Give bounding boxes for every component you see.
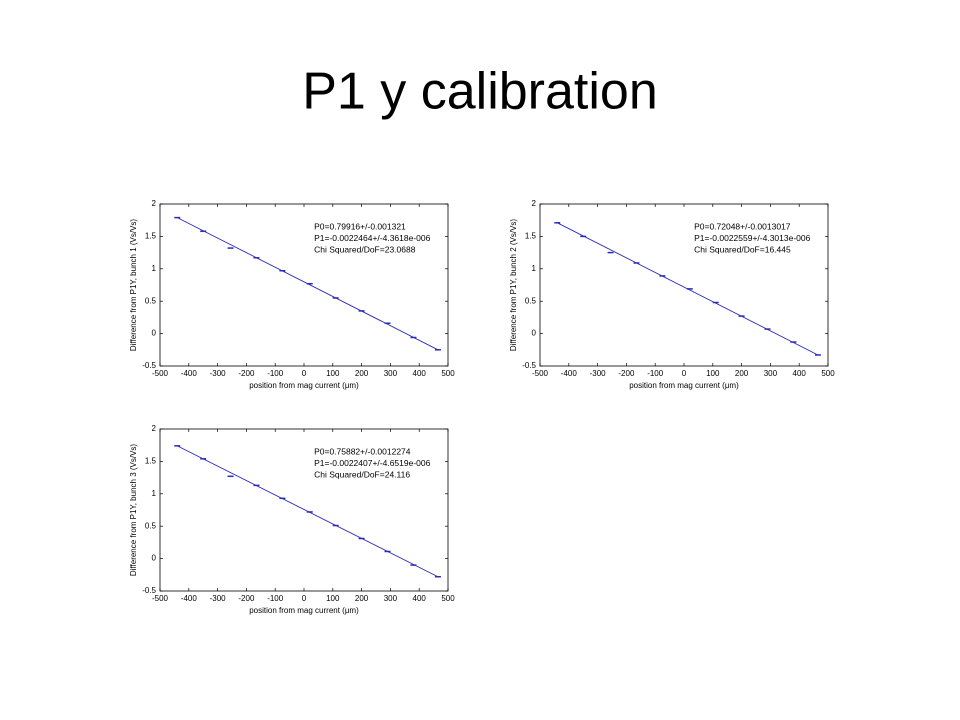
x-tick-label: 300: [384, 594, 398, 603]
x-tick-label: -100: [267, 594, 284, 603]
slide-title: P1 y calibration: [302, 63, 658, 121]
x-tick-label: 400: [413, 369, 427, 378]
x-tick-label: 500: [441, 594, 455, 603]
x-tick-label: 100: [706, 369, 720, 378]
x-tick-label: 0: [682, 369, 687, 378]
y-tick-label: 2: [152, 424, 157, 433]
y-tick-label: 1: [532, 264, 537, 273]
x-tick-label: -100: [647, 369, 664, 378]
x-tick-label: -100: [267, 369, 284, 378]
x-tick-label: -200: [618, 369, 635, 378]
x-tick-label: -400: [181, 594, 198, 603]
x-tick-label: 200: [355, 369, 369, 378]
fit-annotation: Chi Squared/DoF=16.445: [694, 244, 791, 254]
chart: -500 -400 -300 -200 -100 0 100 200 300 400 500 -0.5…: [129, 199, 455, 390]
x-tick-label: -300: [590, 369, 607, 378]
x-tick-label: 300: [764, 369, 778, 378]
fit-annotation: P1=-0.0022559+/-4.3013e-006: [694, 233, 811, 243]
plot-frame: [159, 203, 449, 367]
chart: -500 -400 -300 -200 -100 0 100 200 300 400 500 -0.5…: [509, 199, 835, 390]
x-tick-label: 200: [735, 369, 749, 378]
x-tick-label: -500: [152, 369, 169, 378]
x-axis-label: position from mag current (μm): [249, 381, 359, 390]
x-tick-label: 500: [441, 369, 455, 378]
y-tick-label: -0.5: [142, 586, 156, 595]
y-axis-label: Difference from P1Y, bunch 1 (Vs/Vs): [129, 219, 138, 352]
x-axis-label: position from mag current (μm): [629, 381, 739, 390]
x-tick-label: 400: [413, 594, 427, 603]
x-tick-label: -400: [181, 369, 198, 378]
y-tick-label: 0.5: [145, 521, 157, 530]
fit-annotation: P0=0.75882+/-0.0012274: [314, 446, 411, 456]
y-tick-label: -0.5: [142, 361, 156, 370]
plot-frame: [159, 428, 449, 592]
fit-annotation: P1=-0.0022464+/-4.3618e-006: [314, 233, 431, 243]
y-tick-label: 1.5: [145, 232, 157, 241]
y-tick-label: 0: [152, 554, 157, 563]
fit-annotation: Chi Squared/DoF=24.116: [314, 469, 410, 479]
y-tick-label: 1: [152, 489, 157, 498]
x-tick-label: 500: [821, 369, 835, 378]
fit-annotation: P0=0.72048+/-0.0013017: [694, 221, 791, 231]
x-tick-label: 300: [384, 369, 398, 378]
y-tick-label: 2: [152, 199, 157, 208]
y-tick-label: 0: [152, 329, 157, 338]
x-tick-label: -300: [210, 369, 227, 378]
fit-annotation: P1=-0.0022407+/-4.6519e-006: [314, 458, 431, 468]
x-tick-label: -200: [238, 369, 255, 378]
plot-frame: [539, 203, 829, 367]
x-tick-label: 0: [302, 369, 307, 378]
x-tick-label: -500: [532, 369, 549, 378]
y-tick-label: -0.5: [522, 361, 536, 370]
y-axis-label: Difference from P1Y, bunch 3 (Vs/Vs): [129, 444, 138, 577]
x-tick-label: -500: [152, 594, 169, 603]
x-tick-label: -400: [561, 369, 578, 378]
chart: -500 -400 -300 -200 -100 0 100 200 300 400 500 -0.5…: [129, 424, 455, 615]
x-axis-label: position from mag current (μm): [249, 606, 359, 615]
x-tick-label: 100: [326, 369, 340, 378]
x-tick-label: 200: [355, 594, 369, 603]
y-tick-label: 2: [532, 199, 537, 208]
x-tick-label: 0: [302, 594, 307, 603]
x-tick-label: 400: [793, 369, 807, 378]
x-tick-label: -200: [238, 594, 255, 603]
y-tick-label: 1.5: [525, 232, 537, 241]
y-tick-label: 1: [152, 264, 157, 273]
y-tick-label: 0.5: [525, 296, 537, 305]
fit-annotation: P0=0.79916+/-0.001321: [314, 221, 406, 231]
y-tick-label: 1.5: [145, 457, 157, 466]
y-tick-label: 0.5: [145, 296, 157, 305]
y-axis-label: Difference from P1Y, bunch 2 (Vs/Vs): [509, 219, 518, 352]
x-tick-label: 100: [326, 594, 340, 603]
fit-annotation: Chi Squared/DoF=23.0688: [314, 244, 416, 254]
x-tick-label: -300: [210, 594, 227, 603]
y-tick-label: 0: [532, 329, 537, 338]
